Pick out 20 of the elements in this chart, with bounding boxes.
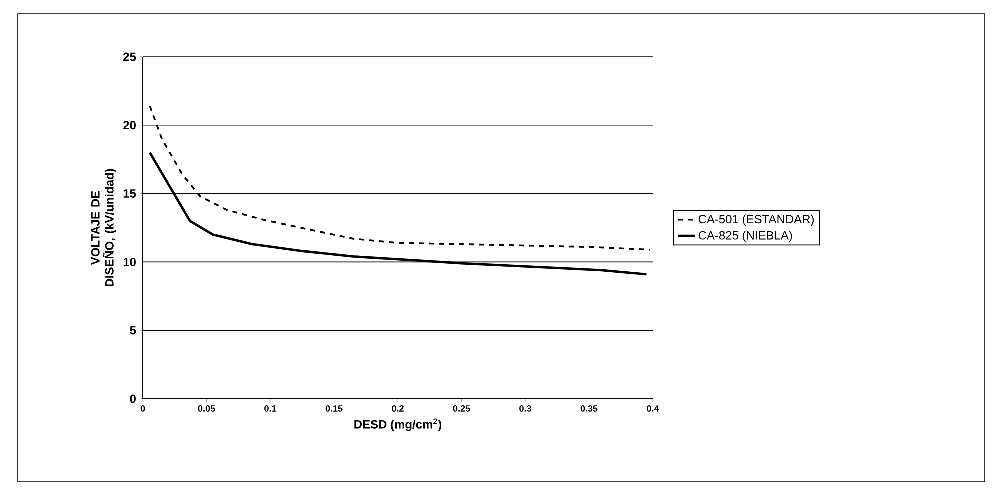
x-tick-label: 0.1 <box>264 406 277 412</box>
x-tick-label: 0.25 <box>453 406 470 412</box>
y-tick-label: 15 <box>124 190 136 198</box>
legend-label: CA-501 (ESTANDAR) <box>698 214 814 226</box>
line-series <box>148 152 648 276</box>
y-tick-label: 0 <box>130 394 136 404</box>
legend-label: CA-825 (NIEBLA) <box>698 231 792 242</box>
y-axis-title: VOLTAJE DE DISEÑO, (kV/unidad) <box>91 169 116 287</box>
x-tick-label: 0.35 <box>580 406 598 412</box>
x-tick-label: 0.4 <box>647 406 660 412</box>
x-tick-label: 0.15 <box>326 406 343 412</box>
x-tick-label: 0.05 <box>198 406 216 412</box>
x-tick-label: 0.2 <box>392 406 404 412</box>
y-tick-label: 20 <box>124 121 136 130</box>
y-tick-label: 25 <box>124 52 136 62</box>
x-axis-title: DESD (mg/cm$^{2}$) <box>354 418 442 432</box>
x-tick-label: 0.3 <box>520 406 532 412</box>
y-tick-label: 5 <box>130 326 136 335</box>
y-tick-label: 10 <box>124 258 136 266</box>
x-tick-label: 0 <box>140 406 146 412</box>
